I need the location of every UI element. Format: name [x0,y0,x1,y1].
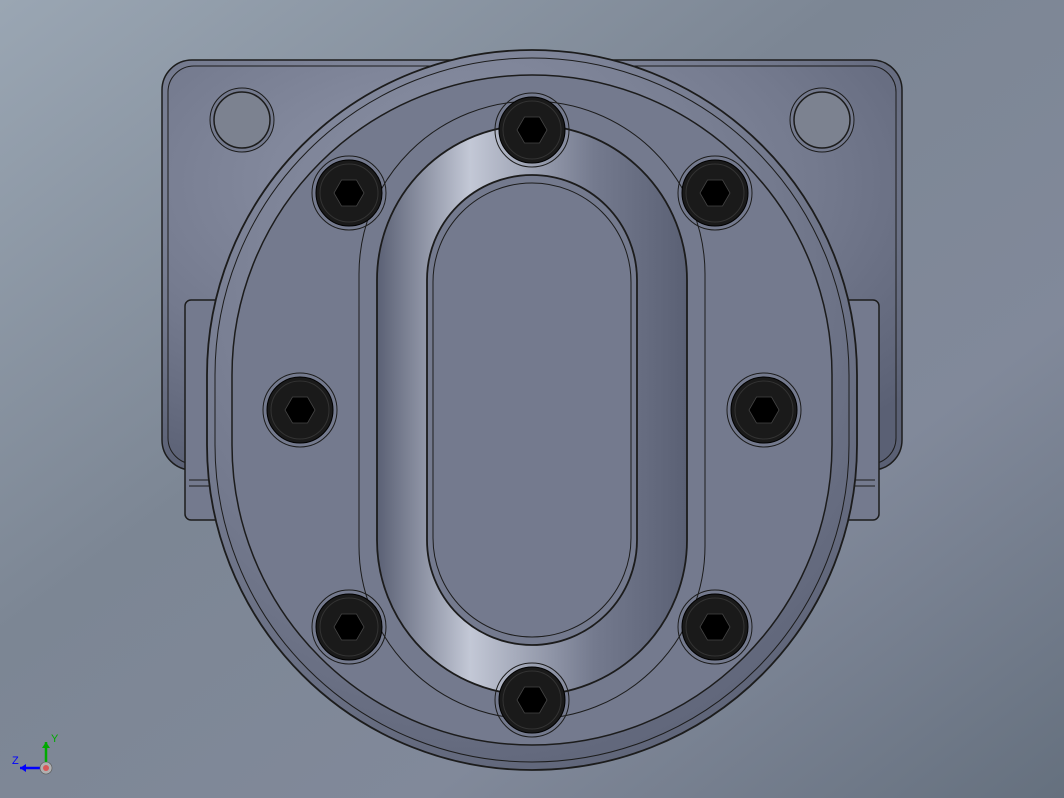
socket-head-screw-3 [678,590,752,664]
socket-head-screw-8 [727,373,801,447]
socket-head-screw-7 [263,373,337,447]
socket-head-screw-5 [312,590,386,664]
socket-head-screw-2 [678,156,752,230]
cad-viewport[interactable]: YZ [0,0,1064,798]
model-view[interactable] [0,0,1064,798]
mounting-hole-left [214,92,270,148]
socket-head-screw-1 [495,93,569,167]
mounting-hole-right [794,92,850,148]
socket-head-screw-4 [495,663,569,737]
socket-head-screw-6 [312,156,386,230]
boss-recess [427,175,637,645]
